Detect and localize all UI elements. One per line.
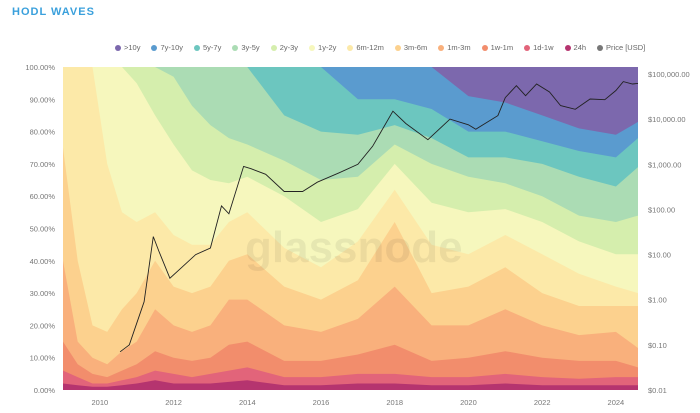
legend-dot-icon: [309, 44, 316, 51]
legend-label: 1d-1w: [533, 43, 554, 52]
legend-label: 6m-12m: [356, 43, 384, 52]
legend-dot-icon: [115, 44, 121, 51]
legend-label: 7y-10y: [160, 43, 183, 52]
right-axis-tick: $0.01: [648, 386, 667, 395]
legend-dot-icon: [394, 44, 401, 51]
legend-dot-icon: [524, 44, 531, 51]
left-axis-tick: 0.00%: [34, 386, 56, 395]
left-axis-tick: 100.00%: [25, 63, 55, 72]
area-24h: [63, 380, 638, 390]
legend-item[interactable]: 3y-5y: [232, 43, 260, 52]
legend-label: 24h: [573, 43, 587, 52]
legend-dot-icon: [232, 44, 239, 51]
watermark: glassnode: [245, 223, 463, 272]
right-axis-tick: $100,000.00: [648, 70, 690, 79]
legend-dot-icon: [270, 44, 277, 51]
legend-dot-icon: [438, 44, 445, 51]
x-axis-tick: 2024: [608, 398, 625, 407]
legend-item[interactable]: 2y-3y: [270, 43, 299, 52]
legend-item[interactable]: Price [USD]: [597, 43, 645, 52]
left-axis-tick: 10.00%: [30, 354, 56, 363]
left-axis-tick: 20.00%: [30, 321, 56, 330]
right-axis-tick: $10.00: [648, 251, 671, 260]
right-axis: $0.01 $0.10 $1.00 $10.00 $100.00 $1,000.00 $10…: [648, 70, 690, 395]
legend-dot-icon: [194, 44, 200, 51]
legend-dot-icon: [481, 44, 488, 51]
x-axis-tick: 2022: [534, 398, 551, 407]
legend-item[interactable]: >10y: [115, 43, 140, 52]
left-axis-tick: 40.00%: [30, 257, 56, 266]
legend-dot-icon: [564, 44, 571, 51]
legend-label: Price [USD]: [606, 43, 646, 52]
legend-label: 5y-7y: [203, 43, 222, 52]
left-axis: 0.00% 10.00% 20.00% 30.00% 40.00% 50.00% 60.00…: [25, 63, 55, 395]
left-axis-tick: 80.00%: [30, 128, 56, 137]
legend-item[interactable]: 24h: [564, 43, 587, 52]
x-axis-tick: 2010: [92, 398, 109, 407]
legend-dot-icon: [597, 44, 604, 51]
right-axis-tick: $1,000.00: [648, 160, 681, 169]
legend-item[interactable]: 1w-1m: [481, 43, 514, 52]
legend-item[interactable]: 6m-12m: [347, 43, 384, 52]
x-axis-tick: 2012: [165, 398, 182, 407]
right-axis-tick: $1.00: [648, 296, 667, 305]
right-axis-tick: $0.10: [648, 341, 667, 350]
x-axis-tick: 2018: [386, 398, 403, 407]
right-axis-tick: $10,000.00: [648, 115, 686, 124]
legend-label: 1w-1m: [490, 43, 514, 52]
chart-title: HODL WAVES: [12, 6, 95, 18]
x-axis-tick: 2016: [313, 398, 330, 407]
price-line: [119, 81, 639, 353]
x-axis-tick: 2020: [460, 398, 477, 407]
left-axis-tick: 60.00%: [30, 192, 56, 201]
legend-item[interactable]: 1y-2y: [309, 43, 336, 52]
left-axis-tick: 70.00%: [30, 160, 56, 169]
legend: >10y 7y-10y 5y-7y 3y-5y 2y-3y 1y-2y 6m-12m 3m-6…: [115, 43, 645, 52]
x-axis: 2010 2012 2014 2016 2018 2020 2022 2024: [92, 398, 625, 407]
legend-item[interactable]: 7y-10y: [151, 43, 183, 52]
x-axis-tick: 2014: [239, 398, 256, 407]
left-axis-tick: 30.00%: [30, 289, 56, 298]
legend-item[interactable]: 3m-6m: [394, 43, 428, 52]
legend-dot-icon: [347, 44, 354, 51]
legend-item[interactable]: 5y-7y: [194, 43, 221, 52]
legend-label: 3y-5y: [241, 43, 260, 52]
legend-item[interactable]: 1m-3m: [438, 43, 471, 52]
legend-label: >10y: [124, 43, 141, 52]
left-axis-tick: 90.00%: [30, 95, 56, 104]
price-line-group: [119, 81, 639, 353]
legend-item[interactable]: 1d-1w: [524, 43, 554, 52]
left-axis-tick: 50.00%: [30, 225, 56, 234]
legend-label: 1m-3m: [447, 43, 471, 52]
legend-label: 3m-6m: [403, 43, 428, 52]
legend-dot-icon: [151, 44, 158, 51]
legend-label: 2y-3y: [279, 43, 299, 52]
right-axis-tick: $100.00: [648, 205, 675, 214]
legend-label: 1y-2y: [318, 43, 337, 52]
stacked-areas: [63, 67, 638, 390]
